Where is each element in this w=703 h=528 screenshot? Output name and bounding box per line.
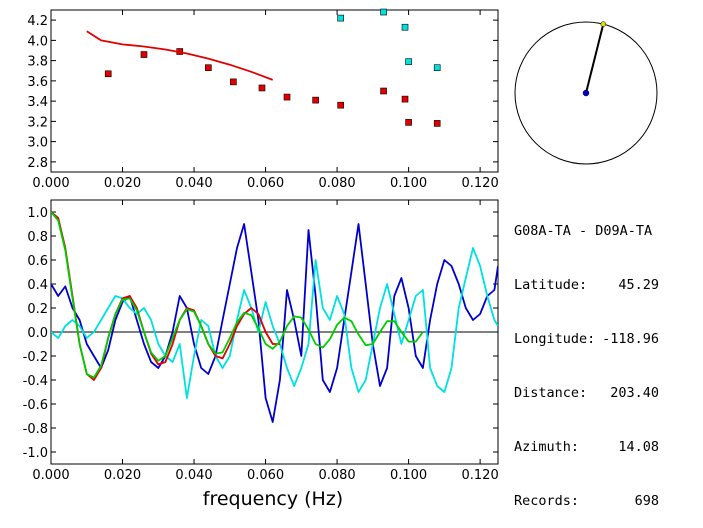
x-tick-label: 0.100 (390, 468, 427, 483)
y-tick-label: 3.6 (27, 75, 48, 90)
x-tick-label: 0.120 (462, 468, 499, 483)
x-tick-label: 0.020 (104, 468, 141, 483)
data-point (283, 93, 291, 101)
info-value: -118.96 (602, 331, 659, 347)
y-tick-label: 3.2 (27, 115, 48, 130)
info-label: Latitude: (514, 277, 588, 293)
x-axis-label: frequency (Hz) (203, 488, 343, 510)
data-point (380, 8, 387, 16)
info-value: 698 (634, 493, 659, 509)
data-point (205, 64, 212, 72)
info-row-distance: Distance: 203.40 (514, 384, 699, 402)
y-tick-label: 4.2 (27, 14, 48, 29)
data-point (401, 95, 409, 103)
data-point (433, 120, 441, 127)
x-tick-label: 0.060 (247, 176, 284, 191)
x-tick-label: 0.000 (32, 176, 69, 191)
x-tick-label: 0.000 (32, 468, 69, 483)
y-tick-label: 3.4 (27, 95, 48, 110)
y-tick-label: -0.6 (23, 398, 48, 413)
info-value: 45.29 (618, 277, 659, 293)
x-tick-label: 0.080 (318, 468, 355, 483)
x-tick-label: 0.040 (175, 468, 212, 483)
y-tick-label: 2.8 (27, 156, 48, 171)
data-point (380, 87, 387, 95)
info-label: Distance: (514, 385, 588, 401)
series-line (86, 30, 274, 81)
y-tick-label: 0.0 (27, 326, 48, 341)
y-tick-label: 1.0 (27, 206, 48, 221)
y-tick-label: 3.0 (27, 136, 48, 151)
data-point (140, 51, 148, 58)
info-row-records: Records: 698 (514, 492, 699, 510)
station-target-marker (600, 21, 607, 27)
y-tick-label: -0.4 (23, 374, 48, 389)
y-tick-label: -0.2 (23, 350, 48, 365)
x-tick-label: 0.080 (318, 176, 355, 191)
data-point (258, 84, 266, 92)
x-tick-label: 0.040 (175, 176, 212, 191)
azimuth-compass (514, 21, 658, 165)
compass-circle (514, 21, 658, 165)
phase-velocity-chart: 0.000 0.020 0.040 0.060 0.080 0.100 0.120 2.8 3.… (27, 8, 499, 191)
info-row-longitude: Longitude: -118.96 (514, 330, 699, 348)
station-info-panel: G08A-TA - D09A-TA Latitude: 45.29 Longitu… (514, 186, 699, 528)
info-label: Longitude: (514, 331, 596, 347)
info-row-azimuth: Azimuth: 14.08 (514, 438, 699, 456)
y-tick-label: 0.6 (27, 254, 48, 269)
station-pair-title: G08A-TA - D09A-TA (514, 222, 699, 240)
station-origin-marker (582, 89, 590, 97)
data-point (405, 58, 412, 65)
y-tick-label: 0.4 (27, 278, 48, 293)
data-point (230, 78, 237, 86)
y-tick-label: 0.2 (27, 302, 48, 317)
data-point (405, 119, 412, 126)
series-line (51, 223, 498, 423)
x-tick-label: 0.020 (104, 176, 141, 191)
y-tick-label: -1.0 (23, 446, 48, 461)
y-tick-label: -0.8 (23, 422, 48, 437)
data-point (337, 14, 344, 22)
series-line (51, 247, 498, 399)
x-tick-label: 0.060 (247, 468, 284, 483)
y-tick-label: 4.0 (27, 34, 48, 49)
info-value: 14.08 (618, 439, 659, 455)
data-point (312, 96, 319, 104)
data-point (401, 23, 409, 31)
info-label: Azimuth: (514, 439, 580, 455)
info-label: Records: (514, 493, 580, 509)
data-point (433, 64, 441, 72)
plot-frame (50, 9, 499, 173)
info-value: 203.40 (610, 385, 659, 401)
station-pair-text: G08A-TA - D09A-TA (514, 223, 653, 239)
x-tick-label: 0.120 (462, 176, 499, 191)
series-line (51, 211, 424, 379)
info-row-latitude: Latitude: 45.29 (514, 276, 699, 294)
azimuth-needle (585, 23, 605, 94)
data-point (104, 70, 112, 78)
y-tick-label: 3.8 (27, 55, 48, 70)
y-tick-label: 0.8 (27, 230, 48, 245)
correlation-chart: 0.000 0.020 0.040 0.060 0.080 0.100 0.120 -1.0 -… (23, 199, 499, 483)
data-point (337, 101, 344, 109)
x-tick-label: 0.100 (390, 176, 427, 191)
